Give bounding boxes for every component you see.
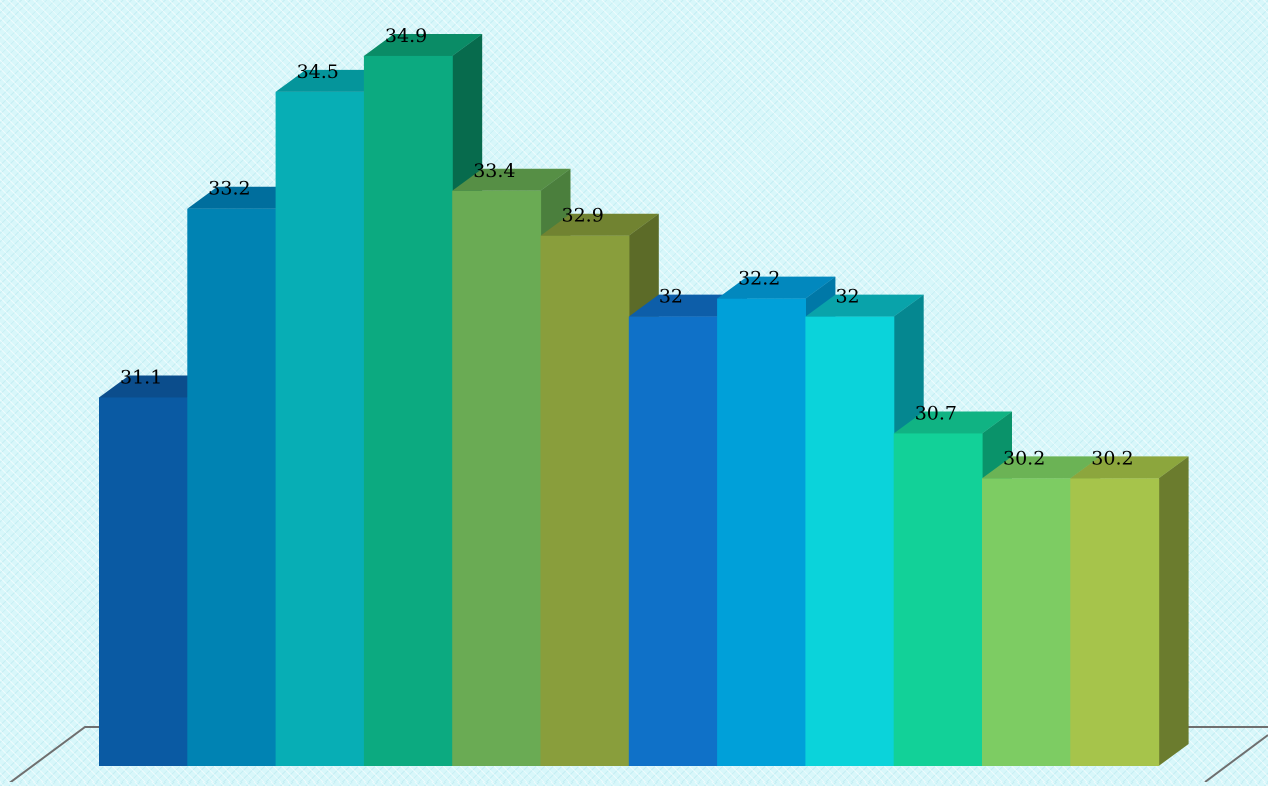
- bar-front-8: [717, 298, 806, 766]
- data-label-1: 31.1: [120, 366, 162, 388]
- bar-front-1: [99, 397, 188, 766]
- bar-front-2: [187, 208, 277, 766]
- bar-12: [1070, 456, 1189, 766]
- data-label-6: 32.9: [561, 205, 603, 227]
- data-label-4: 34.9: [385, 25, 427, 47]
- bar-top-11: [982, 456, 1101, 479]
- bar-top-12: [1070, 456, 1189, 479]
- bar-front-5: [452, 190, 542, 766]
- bar-side-12: [1158, 456, 1189, 766]
- data-label-12: 30.2: [1091, 447, 1133, 469]
- bar-front-11: [982, 478, 1071, 766]
- bar-front-12: [1070, 478, 1160, 766]
- floor-right-line: [1204, 734, 1268, 783]
- bar-front-4: [363, 55, 453, 767]
- data-label-7: 32: [659, 286, 683, 308]
- data-label-8: 32.2: [738, 268, 780, 290]
- bar-top-4: [363, 33, 483, 56]
- data-label-9: 32: [835, 286, 859, 308]
- bar-top-6: [540, 213, 659, 236]
- data-labels-group: 31.1 33.2 34.5 34.9 33.4 32.9 32 32.2 32 30.7 30.2…: [120, 25, 1134, 469]
- data-label-11: 30.2: [1003, 447, 1045, 469]
- data-label-10: 30.7: [915, 402, 957, 424]
- bar-top-10: [893, 411, 1012, 434]
- bar-top-9: [805, 294, 924, 317]
- bar-top-5: [452, 168, 571, 191]
- bar-front-6: [540, 235, 630, 767]
- bar-front-3: [275, 91, 365, 766]
- bar-top-8: [717, 276, 836, 299]
- data-label-5: 33.4: [473, 160, 515, 182]
- bar-front-7: [628, 316, 718, 766]
- bar-front-10: [893, 433, 983, 766]
- data-label-3: 34.5: [297, 61, 339, 83]
- bars-group: [99, 33, 1189, 767]
- bar-front-9: [805, 316, 895, 766]
- data-label-2: 33.2: [208, 178, 250, 200]
